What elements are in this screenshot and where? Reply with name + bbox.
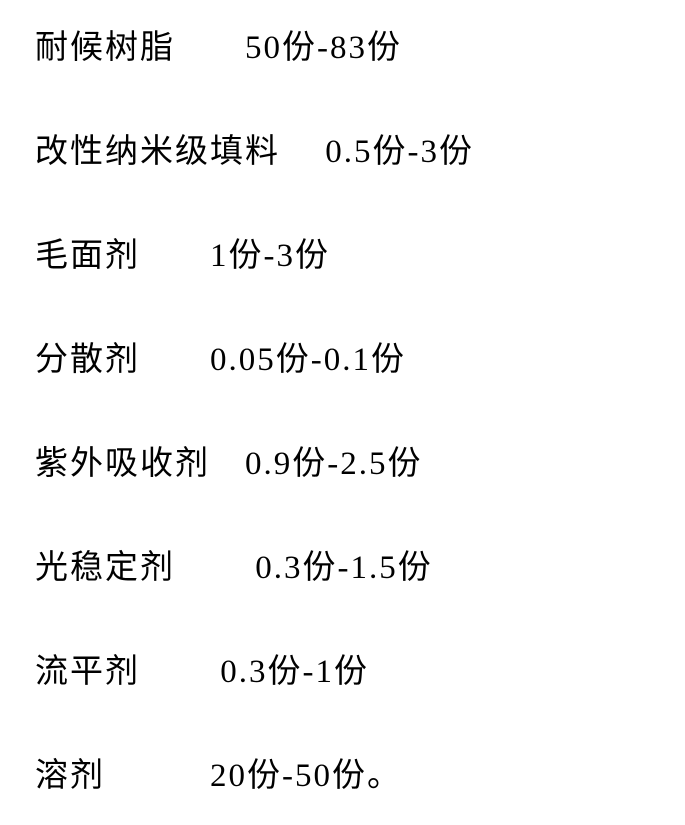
- ingredient-value: 0.05份-0.1份: [210, 332, 406, 380]
- gap: [175, 20, 245, 68]
- ingredient-value: 0.5份-3份: [325, 124, 474, 172]
- ingredient-row: 分散剂 0.05份-0.1份: [35, 332, 665, 380]
- gap: [210, 436, 245, 484]
- gap: [175, 540, 255, 588]
- ingredient-row: 耐候树脂 50份-83份: [35, 20, 665, 68]
- gap: [105, 748, 210, 796]
- ingredient-value: 0.3份-1份: [220, 644, 369, 692]
- ingredient-value: 50份-83份: [245, 20, 402, 68]
- ingredient-row: 改性纳米级填料 0.5份-3份: [35, 124, 665, 172]
- ingredient-label: 耐候树脂: [35, 20, 175, 68]
- ingredient-row: 毛面剂 1份-3份: [35, 228, 665, 276]
- ingredient-label: 溶剂: [35, 748, 105, 796]
- ingredient-label: 改性纳米级填料: [35, 124, 280, 172]
- ingredient-row: 溶剂 20份-50份。: [35, 748, 665, 796]
- ingredient-label: 光稳定剂: [35, 540, 175, 588]
- ingredient-label: 流平剂: [35, 644, 140, 692]
- ingredient-label: 紫外吸收剂: [35, 436, 210, 484]
- ingredient-list: 耐候树脂 50份-83份 改性纳米级填料 0.5份-3份 毛面剂 1份-3份 分…: [35, 20, 665, 796]
- gap: [140, 644, 220, 692]
- ingredient-label: 分散剂: [35, 332, 140, 380]
- ingredient-value: 1份-3份: [210, 228, 330, 276]
- ingredient-label: 毛面剂: [35, 228, 140, 276]
- ingredient-row: 光稳定剂 0.3份-1.5份: [35, 540, 665, 588]
- ingredient-value: 0.3份-1.5份: [255, 540, 433, 588]
- ingredient-value: 20份-50份。: [210, 748, 402, 796]
- ingredient-row: 紫外吸收剂 0.9份-2.5份: [35, 436, 665, 484]
- gap: [140, 228, 210, 276]
- gap: [140, 332, 210, 380]
- ingredient-value: 0.9份-2.5份: [245, 436, 423, 484]
- gap: [280, 124, 325, 172]
- ingredient-row: 流平剂 0.3份-1份: [35, 644, 665, 692]
